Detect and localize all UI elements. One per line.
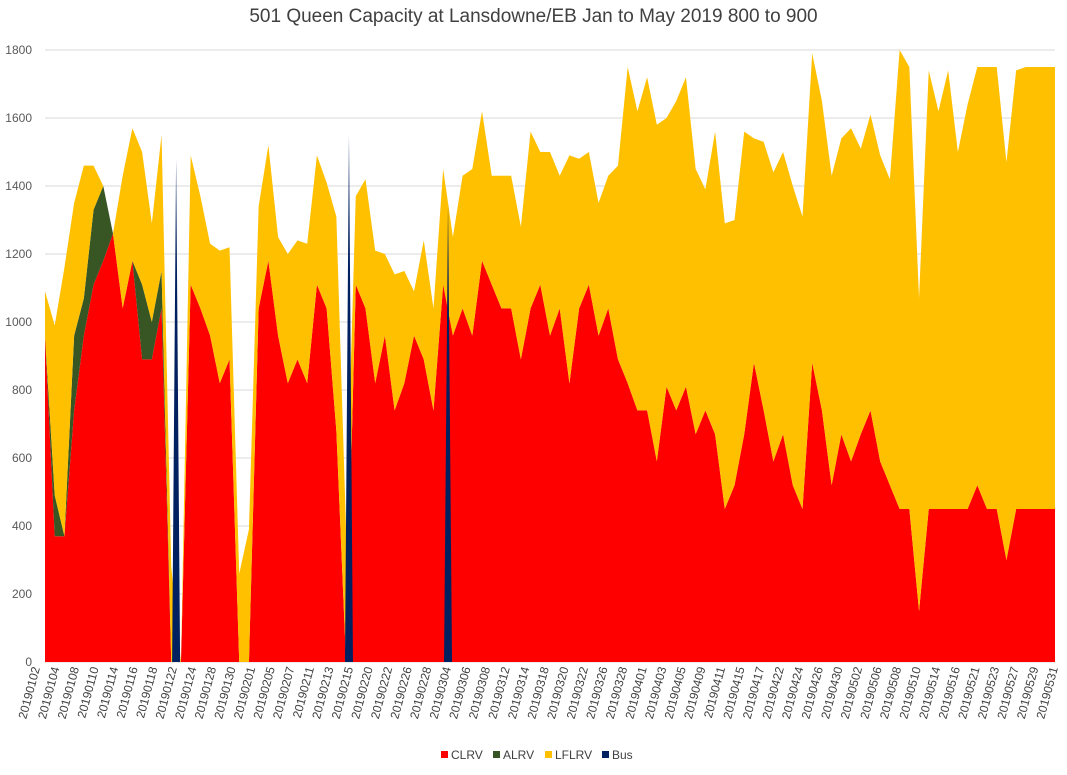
legend-label-clrv: CLRV (451, 748, 483, 762)
series-area-lflrv (45, 50, 1055, 662)
x-axis-ticks: 2019010220190104201901082019011020190114… (16, 665, 1061, 721)
series-spike-bus (344, 135, 353, 662)
legend-label-lflrv: LFLRV (555, 748, 592, 762)
series-spike-bus (444, 203, 453, 662)
legend-label-alrv: ALRV (503, 748, 534, 762)
legend-swatch-clrv (441, 751, 448, 758)
y-axis-ticks: 0 200 400 600 800 1000 1200 1400 1600 1800 (5, 43, 32, 669)
y-tick-label: 1800 (5, 43, 32, 57)
y-tick-label: 0 (25, 655, 32, 669)
legend-label-bus: Bus (612, 748, 633, 762)
y-tick-label: 1000 (5, 315, 32, 329)
y-tick-label: 600 (12, 451, 32, 465)
chart-title: 501 Queen Capacity at Lansdowne/EB Jan t… (249, 6, 818, 27)
series-spike-bus (172, 158, 181, 663)
y-tick-label: 1200 (5, 247, 32, 261)
y-tick-label: 1400 (5, 179, 32, 193)
y-tick-label: 200 (12, 587, 32, 601)
legend-swatch-alrv (493, 751, 500, 758)
legend: CLRV ALRV LFLRV Bus (441, 748, 633, 762)
legend-swatch-lflrv (545, 751, 552, 758)
y-tick-label: 1600 (5, 111, 32, 125)
legend-swatch-bus (602, 751, 609, 758)
y-tick-label: 400 (12, 519, 32, 533)
y-tick-label: 800 (12, 383, 32, 397)
area-series (45, 50, 1055, 663)
series-area-clrv (45, 233, 1055, 662)
